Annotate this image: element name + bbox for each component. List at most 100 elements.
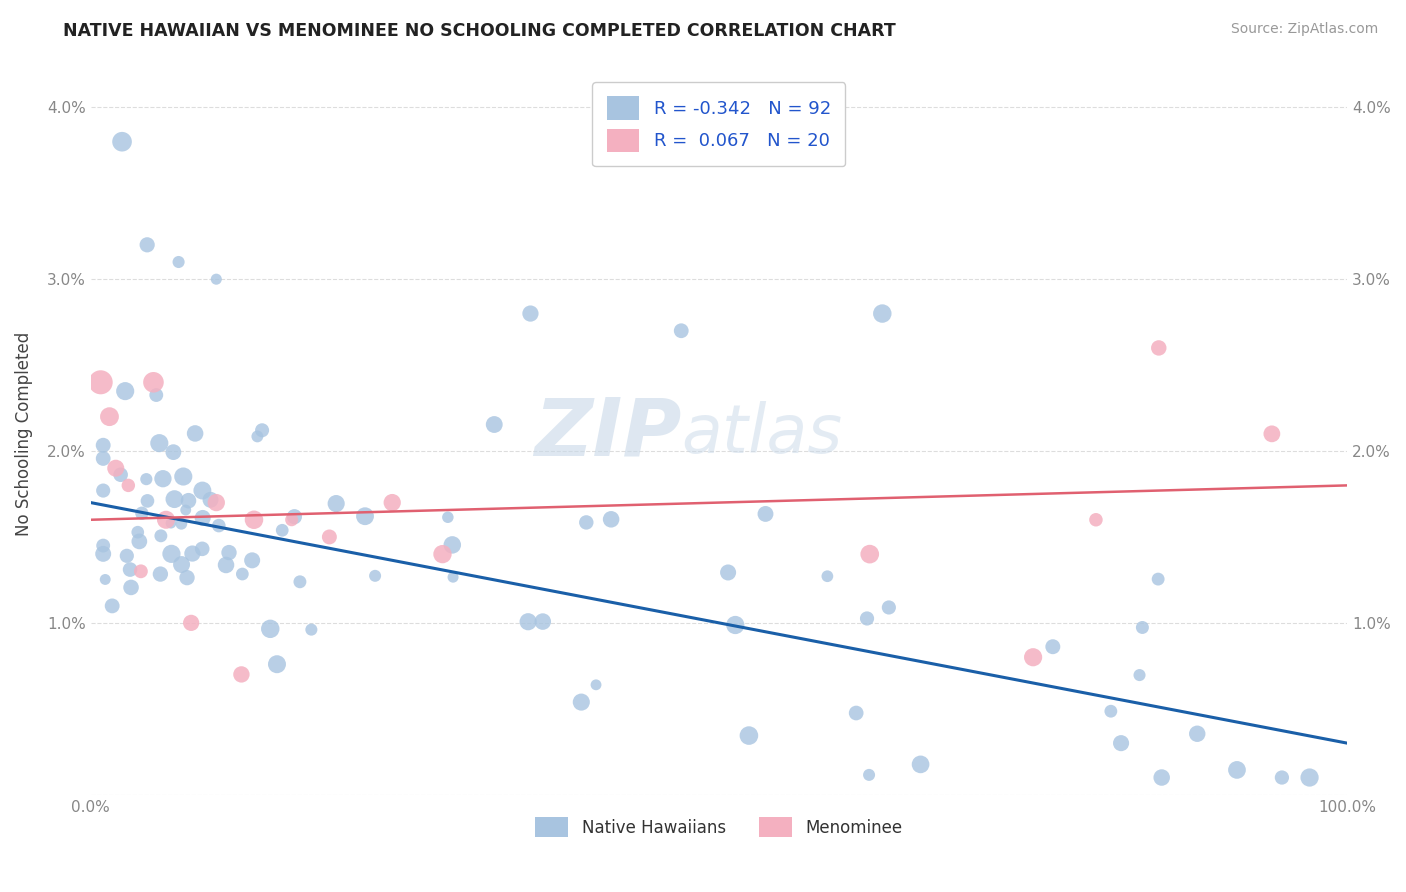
Point [172, 469, 194, 483]
Point [1271, 771, 1294, 785]
Point [1226, 763, 1249, 777]
Point [717, 566, 740, 580]
Point [91, 451, 114, 466]
Point [441, 570, 464, 584]
Point [600, 512, 623, 526]
Point [585, 678, 607, 692]
Point [215, 558, 238, 572]
Point [250, 423, 273, 437]
Point [191, 511, 214, 525]
Point [1261, 426, 1284, 441]
Point [191, 483, 214, 498]
Point [218, 545, 240, 559]
Point [136, 237, 159, 252]
Point [724, 618, 747, 632]
Text: atlas: atlas [682, 401, 842, 467]
Point [205, 272, 228, 286]
Point [671, 324, 693, 338]
Point [575, 516, 598, 530]
Point [1128, 668, 1150, 682]
Point [91, 483, 114, 498]
Text: Source: ZipAtlas.com: Source: ZipAtlas.com [1230, 22, 1378, 37]
Point [120, 563, 142, 577]
Point [1298, 771, 1320, 785]
Point [754, 507, 776, 521]
Point [517, 615, 540, 629]
Point [1099, 704, 1122, 718]
Point [845, 706, 868, 720]
Point [364, 569, 387, 583]
Point [110, 467, 132, 482]
Point [877, 600, 900, 615]
Point [271, 523, 294, 537]
Point [240, 553, 263, 567]
Point [155, 513, 177, 527]
Y-axis label: No Schooling Completed: No Schooling Completed [15, 332, 32, 536]
Text: NATIVE HAWAIIAN VS MENOMINEE NO SCHOOLING COMPLETED CORRELATION CHART: NATIVE HAWAIIAN VS MENOMINEE NO SCHOOLIN… [63, 22, 896, 40]
Point [815, 569, 838, 583]
Point [231, 567, 253, 582]
Point [167, 255, 190, 269]
Point [184, 426, 207, 441]
Point [131, 506, 153, 520]
Point [129, 564, 152, 578]
Point [519, 307, 541, 321]
Point [174, 503, 197, 517]
Point [1132, 620, 1154, 634]
Point [872, 307, 894, 321]
Point [160, 547, 183, 561]
Point [111, 135, 134, 149]
Point [176, 571, 198, 585]
Point [152, 472, 174, 486]
Point [856, 611, 879, 625]
Point [910, 757, 932, 772]
Point [104, 461, 127, 475]
Point [145, 388, 167, 402]
Point [177, 493, 200, 508]
Point [283, 509, 305, 524]
Point [1109, 736, 1132, 750]
Point [243, 513, 266, 527]
Point [231, 667, 253, 681]
Point [1147, 341, 1170, 355]
Point [180, 615, 202, 630]
Point [437, 510, 460, 524]
Point [1084, 513, 1107, 527]
Point [200, 492, 222, 507]
Point [325, 497, 347, 511]
Point [1147, 572, 1170, 586]
Point [432, 547, 454, 561]
Point [170, 558, 193, 572]
Point [484, 417, 506, 432]
Point [149, 567, 172, 582]
Point [170, 516, 193, 531]
Point [91, 438, 114, 452]
Point [569, 695, 592, 709]
Point [101, 599, 124, 613]
Point [191, 541, 214, 556]
Point [259, 622, 281, 636]
Point [163, 492, 186, 507]
Point [181, 547, 204, 561]
Point [98, 409, 121, 424]
Point [1042, 640, 1064, 654]
Point [149, 529, 172, 543]
Point [205, 495, 228, 509]
Point [128, 534, 150, 549]
Point [246, 429, 269, 443]
Point [114, 384, 136, 398]
Point [858, 768, 880, 782]
Point [120, 581, 142, 595]
Point [148, 436, 170, 450]
Point [1022, 650, 1045, 665]
Point [1150, 771, 1173, 785]
Point [208, 518, 231, 533]
Text: ZIP: ZIP [534, 395, 682, 473]
Point [135, 472, 157, 486]
Point [91, 539, 114, 553]
Point [117, 478, 139, 492]
Point [288, 574, 311, 589]
Point [859, 547, 882, 561]
Point [531, 615, 554, 629]
Point [162, 445, 184, 459]
